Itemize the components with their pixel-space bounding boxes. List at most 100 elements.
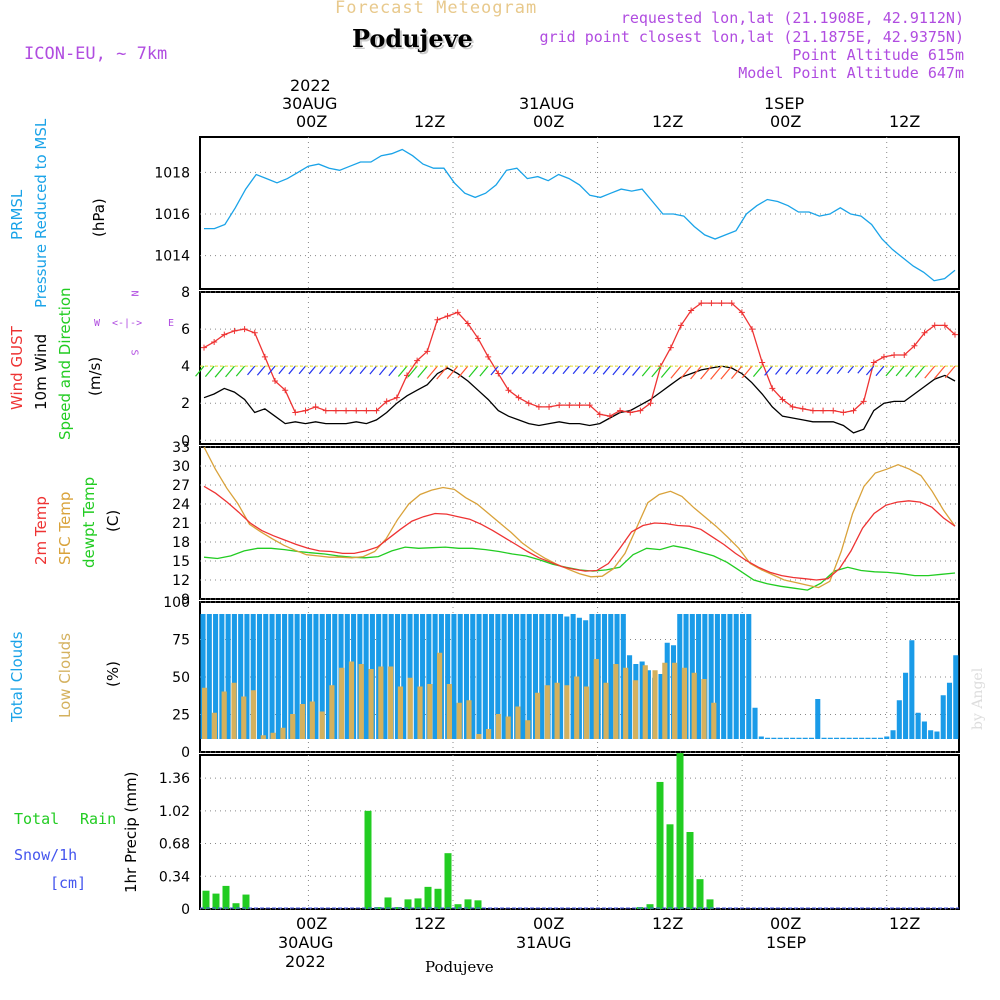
wind-arrow (710, 365, 723, 380)
low-cloud-bar (681, 667, 688, 739)
total-cloud-bar (307, 614, 313, 739)
gust-marker (749, 326, 756, 333)
gust-marker (820, 407, 827, 414)
y-tick-label: 33 (172, 440, 190, 456)
top-hour-label: 00Z (770, 112, 802, 131)
gust-marker (211, 339, 218, 346)
total-cloud-bar (884, 736, 890, 739)
low-cloud-bar (701, 679, 707, 739)
wind-arrow (857, 365, 865, 374)
total-cloud-bar (256, 614, 263, 739)
rain-bar (646, 904, 654, 909)
wind-arrow (914, 365, 926, 378)
wind-arrow (572, 365, 580, 375)
wind-arrow (278, 365, 286, 375)
total-cloud-bar (526, 614, 532, 739)
gust-marker (515, 394, 522, 401)
low-cloud-bar (250, 690, 257, 739)
wind-arrow (895, 365, 905, 377)
gust-marker (292, 409, 299, 416)
wind-arrow (752, 365, 763, 378)
wind-arrow (490, 365, 499, 376)
low-cloud-bar (270, 732, 276, 739)
total-cloud-bar (363, 614, 369, 739)
gust-line (203, 302, 956, 417)
total-cloud-bar (783, 737, 789, 739)
wind-arrow (235, 365, 246, 377)
total-cloud-bar (413, 614, 419, 739)
total-cloud-bar (539, 614, 545, 739)
y-tick-label: 24 (172, 497, 190, 513)
y-tick-label: 0 (181, 745, 190, 761)
snow-label: Snow/1h (14, 846, 78, 864)
total-cloud-bar (319, 614, 325, 739)
total-cloud-bar (608, 614, 614, 739)
total-cloud-bar (771, 737, 777, 739)
low-cloud-bar (583, 686, 590, 739)
rain-label: Rain (80, 810, 117, 828)
gust-marker (667, 344, 674, 351)
rain-bar (464, 899, 472, 909)
low-cloud-bar (554, 682, 560, 739)
total-cloud-bar (213, 614, 219, 739)
low-cloud-bar (672, 662, 678, 739)
total-cloud-bar (219, 614, 225, 739)
total-label: Total (14, 810, 60, 828)
top-hour-label: 12Z (889, 112, 921, 131)
gust-marker (251, 329, 258, 336)
y-tick-label: 12 (172, 573, 190, 589)
low-cloud-bar (329, 685, 335, 739)
low-cloud-bar (505, 716, 511, 739)
wind-arrow (349, 365, 357, 375)
total-cloud-bar (601, 614, 608, 739)
rain-bar (202, 890, 210, 909)
total-cloud-bar (903, 672, 909, 739)
gust-marker (941, 322, 948, 329)
low-cloud-bar (260, 735, 266, 739)
total-cloud-bar (269, 614, 275, 739)
low-cloud-bar (446, 684, 452, 739)
rain-bar (676, 753, 684, 909)
total-cloud-bar (896, 700, 902, 739)
bottom-day-label: 31AUG (516, 933, 572, 952)
y-tick-label: 4 (181, 359, 190, 375)
gust-marker (952, 331, 958, 338)
total-cloud-bar (344, 614, 350, 739)
total-cloud-bar (708, 614, 714, 739)
total-cloud-bar (834, 737, 840, 739)
wind-arrow (670, 365, 682, 379)
wind-arrow (542, 365, 550, 375)
total-cloud-bar (507, 614, 513, 739)
total-cloud-bar (815, 699, 821, 739)
rain-bar (222, 885, 230, 909)
gust-marker (261, 353, 268, 360)
wind-arrow (660, 365, 672, 378)
wind-arrow (785, 365, 794, 375)
gust-marker (201, 344, 207, 351)
bottom-hour-label: 12Z (889, 914, 921, 933)
low-cloud-bar (495, 714, 501, 739)
total-cloud-bar (200, 614, 206, 739)
wind-arrow (436, 365, 449, 380)
requested-coords: requested lon,lat (21.1908E, 42.9112N) (620, 9, 964, 27)
gust-marker (414, 357, 421, 364)
model-label: ICON-EU, ~ 7km (24, 44, 168, 64)
low-cloud-bar (319, 711, 325, 739)
low-cloud-bar (417, 686, 423, 739)
wind-arrow (298, 365, 306, 375)
gust-marker (596, 411, 603, 418)
gust-marker (383, 398, 390, 405)
rain-bar (656, 781, 664, 909)
gust-marker (880, 353, 887, 360)
gust-marker (779, 396, 786, 403)
gust-marker (860, 398, 867, 405)
total-cloud-bar (514, 614, 520, 739)
total-cloud-bar (928, 730, 934, 739)
wind-arrow (795, 365, 804, 375)
bottom-day-label: 30AUG (278, 933, 334, 952)
grid-point-coords: grid point closest lon,lat (21.1875E, 42… (539, 28, 964, 46)
wind-arrow (775, 365, 783, 375)
gust-marker (647, 400, 654, 407)
rain-bar (696, 879, 704, 909)
rain-bar (424, 886, 432, 909)
